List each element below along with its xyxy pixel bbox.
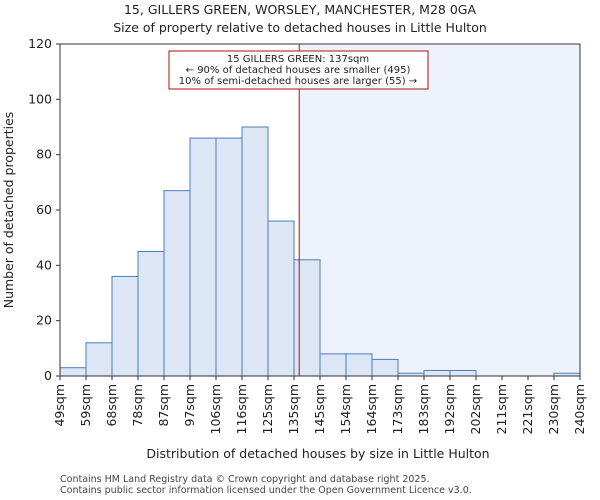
bar-154sqm — [345, 353, 373, 377]
x-tick-label-116sqm: 116sqm — [234, 384, 249, 434]
bar-192sqm — [449, 369, 477, 377]
annotation-line-1: 15 GILLERS GREEN: 137sqm — [227, 54, 369, 65]
bar-78sqm — [137, 251, 165, 377]
annotation-box: 15 GILLERS GREEN: 137sqm ← 90% of detach… — [168, 50, 429, 90]
annotation-line-2: ← 90% of detached houses are smaller (49… — [186, 65, 411, 76]
x-tick-label-221sqm: 221sqm — [520, 384, 535, 434]
bar-145sqm — [319, 353, 347, 377]
x-tick-label-183sqm: 183sqm — [416, 384, 431, 434]
bar-135sqm — [293, 259, 321, 377]
footer-line-1: Contains HM Land Registry data © Crown c… — [60, 474, 430, 485]
x-tick-label-125sqm: 125sqm — [260, 384, 275, 434]
bar-125sqm — [267, 220, 295, 377]
x-tick-label-154sqm: 154sqm — [338, 384, 353, 434]
bar-68sqm — [111, 275, 139, 377]
x-tick-label-106sqm: 106sqm — [208, 384, 223, 434]
bar-87sqm — [163, 190, 191, 377]
bar-183sqm — [423, 369, 451, 377]
x-tick-label-78sqm: 78sqm — [130, 384, 145, 427]
chart-title-line-1: 15, GILLERS GREEN, WORSLEY, MANCHESTER, … — [124, 2, 476, 17]
y-tick-label: 120 — [28, 36, 52, 51]
y-tick-label: 100 — [28, 91, 52, 106]
footer: Contains HM Land Registry data © Crown c… — [60, 474, 472, 496]
x-tick-label-192sqm: 192sqm — [442, 384, 457, 434]
footer-line-2: Contains public sector information licen… — [60, 485, 472, 496]
y-axis-label: Number of detached properties — [1, 112, 16, 309]
bar-164sqm — [371, 358, 399, 377]
annotation-line-3: 10% of semi-detached houses are larger (… — [179, 76, 417, 87]
x-tick-label-49sqm: 49sqm — [52, 384, 67, 427]
x-tick-label-135sqm: 135sqm — [286, 384, 301, 434]
x-tick-label-68sqm: 68sqm — [104, 384, 119, 427]
y-tick-label: 60 — [36, 202, 52, 217]
x-tick-label-202sqm: 202sqm — [468, 384, 483, 434]
y-tick-label: 80 — [36, 147, 52, 162]
chart-title-line-2: Size of property relative to detached ho… — [113, 20, 487, 35]
x-tick-label-164sqm: 164sqm — [364, 384, 379, 434]
x-tick-label-87sqm: 87sqm — [156, 384, 171, 427]
y-tick-label: 40 — [36, 257, 52, 272]
y-tick-label: 0 — [44, 368, 52, 383]
x-tick-label-145sqm: 145sqm — [312, 384, 327, 434]
bar-106sqm — [215, 137, 243, 377]
bar-116sqm — [241, 126, 269, 377]
x-tick-label-230sqm: 230sqm — [546, 384, 561, 434]
annotation-border — [168, 50, 429, 90]
x-tick-label-240sqm: 240sqm — [572, 384, 587, 434]
x-tick-label-97sqm: 97sqm — [182, 384, 197, 427]
x-axis-label: Distribution of detached houses by size … — [146, 446, 489, 461]
x-tick-label-59sqm: 59sqm — [78, 384, 93, 427]
bar-59sqm — [85, 342, 113, 377]
x-tick-label-211sqm: 211sqm — [494, 384, 509, 434]
bar-97sqm — [189, 137, 217, 377]
y-tick-label: 20 — [36, 313, 52, 328]
bars-group — [59, 126, 581, 377]
x-ticks: 49sqm 59sqm 68sqm 78sqm 87sqm 97sqm 106sqm 116s… — [52, 376, 587, 434]
x-tick-label-173sqm: 173sqm — [390, 384, 405, 434]
highlight-region — [299, 44, 580, 376]
bar-49sqm — [59, 367, 87, 377]
y-ticks: 0 20 40 60 80 100 120 — [28, 36, 60, 383]
